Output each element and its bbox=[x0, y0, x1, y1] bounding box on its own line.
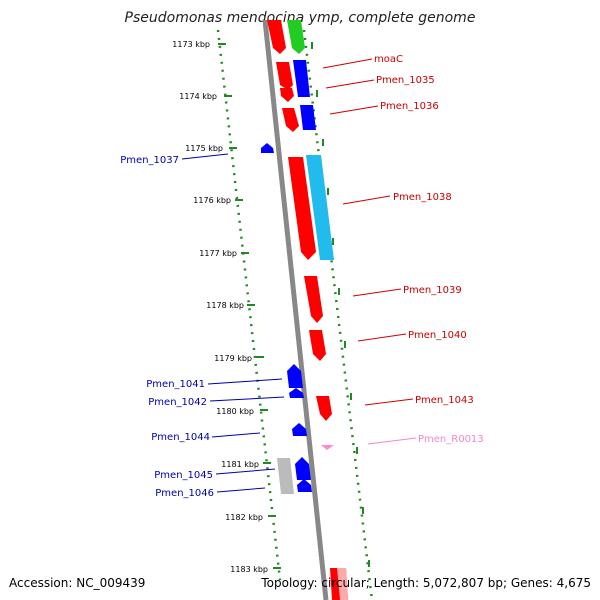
gene-arrow-moac[interactable] bbox=[267, 20, 286, 54]
gene-arrow-pmen-1046[interactable] bbox=[297, 479, 312, 492]
gene-arrow-pmen-1036-rev[interactable] bbox=[300, 105, 316, 130]
gene-label[interactable]: Pmen_1036 bbox=[380, 101, 439, 112]
reverse-genes bbox=[261, 60, 316, 492]
gene-label[interactable]: Pmen_1035 bbox=[376, 75, 435, 86]
tick-labels: 1173 kbp 1174 kbp 1175 kbp 1176 kbp 1177… bbox=[172, 40, 268, 574]
gene-arrow-pmen-1038[interactable] bbox=[288, 157, 316, 260]
gene-arrow-pmen-1040[interactable] bbox=[309, 330, 326, 361]
leader-line bbox=[322, 58, 373, 69]
gene-arrow-pmen-1036[interactable] bbox=[282, 108, 299, 132]
tick-label: 1178 kbp bbox=[206, 301, 244, 310]
gene-arrow-pmen-1035[interactable] bbox=[276, 62, 293, 90]
tick-label: 1181 kbp bbox=[221, 460, 259, 469]
gene-arrow-pmen-1044[interactable] bbox=[292, 423, 307, 436]
tick-label: 1174 kbp bbox=[179, 92, 217, 101]
outer-tick-marks bbox=[311, 42, 370, 567]
tick-label: 1176 kbp bbox=[193, 196, 231, 205]
gene-arrow-bottom-shade bbox=[337, 568, 348, 600]
tick-label: 1179 kbp bbox=[214, 354, 252, 363]
leader-line bbox=[207, 378, 283, 385]
leader-line bbox=[357, 333, 407, 342]
tick-label: 1183 kbp bbox=[230, 565, 268, 574]
gene-arrow-pmen-1041[interactable] bbox=[287, 364, 303, 388]
tick-label: 1177 kbp bbox=[199, 249, 237, 258]
leader-line bbox=[325, 79, 375, 89]
accession-text: Accession: NC_009439 bbox=[9, 576, 146, 590]
leader-line bbox=[211, 432, 261, 438]
gene-arrow-pmen-1045-pseudo[interactable] bbox=[277, 458, 294, 494]
leader-line bbox=[215, 468, 276, 475]
gene-label[interactable]: Pmen_1041 bbox=[146, 379, 205, 390]
gene-label[interactable]: Pmen_1043 bbox=[415, 395, 474, 406]
leader-line bbox=[216, 487, 266, 493]
tick-marks bbox=[218, 43, 281, 569]
leader-line bbox=[367, 437, 417, 445]
gene-labels: moaC Pmen_1035 Pmen_1036 Pmen_1037 Pmen_… bbox=[120, 54, 483, 499]
leader-line bbox=[181, 153, 229, 160]
label-leaders bbox=[181, 58, 417, 493]
gene-arrow-pmen-1039[interactable] bbox=[304, 276, 323, 323]
leader-line bbox=[342, 195, 391, 205]
gene-label[interactable]: Pmen_1038 bbox=[393, 192, 452, 203]
tick-label: 1173 kbp bbox=[172, 40, 210, 49]
gene-label[interactable]: Pmen_1046 bbox=[155, 488, 214, 499]
gene-arrow-pmen-1038-cyan[interactable] bbox=[306, 155, 334, 260]
gene-label[interactable]: Pmen_1039 bbox=[403, 285, 462, 296]
map-title: Pseudomonas mendocina ymp, complete geno… bbox=[124, 10, 476, 26]
gene-label[interactable]: Pmen_1040 bbox=[408, 330, 467, 341]
gene-label[interactable]: Pmen_1044 bbox=[151, 432, 210, 443]
gene-arrow-pmen-1035b[interactable] bbox=[280, 88, 294, 102]
topology-text: Topology: circular; Length: 5,072,807 bp… bbox=[261, 576, 591, 590]
gene-label[interactable]: Pmen_1037 bbox=[120, 155, 179, 166]
gene-arrow-pmen-1042[interactable] bbox=[289, 388, 304, 398]
genome-backbone bbox=[262, 19, 329, 600]
gene-arrow-pmen-r0013[interactable] bbox=[321, 445, 334, 450]
gene-arrow-pmen-1043[interactable] bbox=[316, 396, 332, 421]
leader-line bbox=[329, 105, 379, 115]
tick-label: 1182 kbp bbox=[225, 513, 263, 522]
gene-arrow-green[interactable] bbox=[287, 20, 305, 54]
forward-genes bbox=[267, 20, 348, 600]
tick-label: 1175 kbp bbox=[185, 144, 223, 153]
gene-arrow-pmen-1037[interactable] bbox=[261, 143, 274, 153]
gene-arrow-pmen-1035-rev[interactable] bbox=[293, 60, 310, 97]
gene-label[interactable]: Pmen_R0013 bbox=[418, 434, 484, 445]
tick-label: 1180 kbp bbox=[216, 407, 254, 416]
gene-label[interactable]: moaC bbox=[374, 54, 403, 65]
leader-line bbox=[364, 398, 414, 406]
gene-arrow-pmen-1045[interactable] bbox=[295, 457, 311, 480]
gene-label[interactable]: Pmen_1045 bbox=[154, 470, 213, 481]
leader-line bbox=[209, 396, 285, 402]
leader-line bbox=[352, 288, 402, 297]
gene-label[interactable]: Pmen_1042 bbox=[148, 397, 207, 408]
